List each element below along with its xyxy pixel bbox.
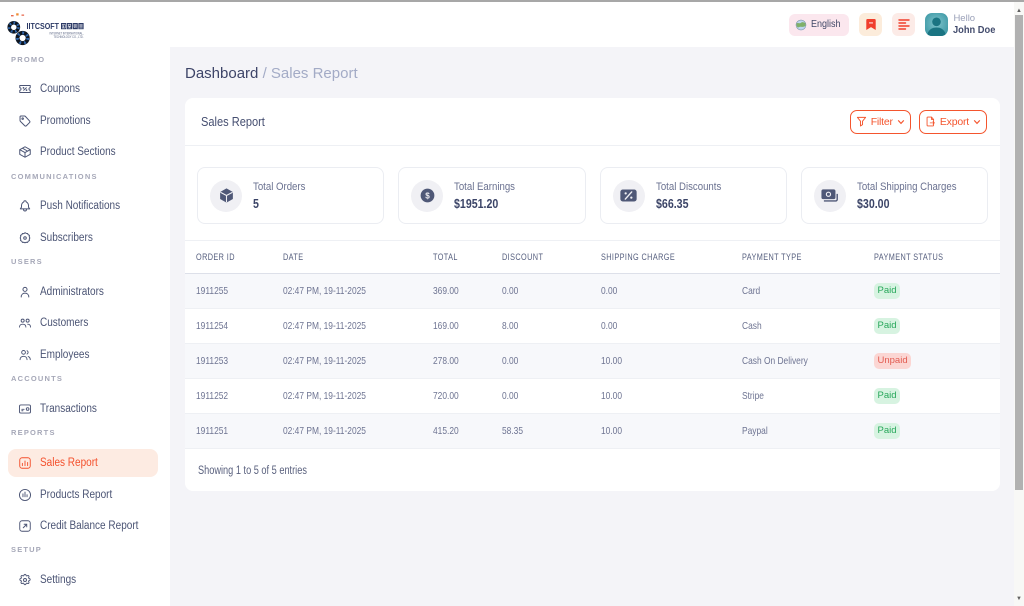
svg-text:INTERNET INTERNATIONAL,: INTERNET INTERNATIONAL, [50,32,84,36]
svg-text:$: $ [425,191,430,200]
svg-text:TECHNOLOGY CO., LTD.: TECHNOLOGY CO., LTD. [54,35,84,39]
svg-text:IITCSOFT: IITCSOFT [27,22,60,31]
